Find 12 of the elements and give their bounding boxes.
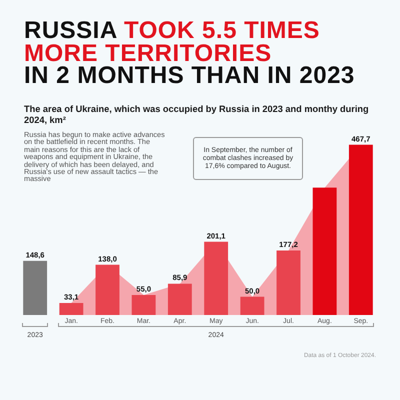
chart-subtitle: The area of Ukraine, which was occupied by Russia in 2023 and monthy during 2024, km² — [24, 104, 370, 126]
bar — [312, 188, 337, 315]
bar — [204, 242, 228, 315]
chart-title: RUSSIA TOOK 5.5 TIMES MORE TERRITORIES IN 2 MONTHS THAN IN 2023 — [24, 17, 355, 89]
bar — [240, 296, 264, 315]
bar — [23, 260, 48, 315]
bar — [96, 264, 120, 315]
bar — [59, 302, 84, 315]
bar — [276, 250, 300, 315]
bar — [348, 144, 373, 315]
bar — [132, 294, 156, 315]
bar — [168, 284, 192, 315]
